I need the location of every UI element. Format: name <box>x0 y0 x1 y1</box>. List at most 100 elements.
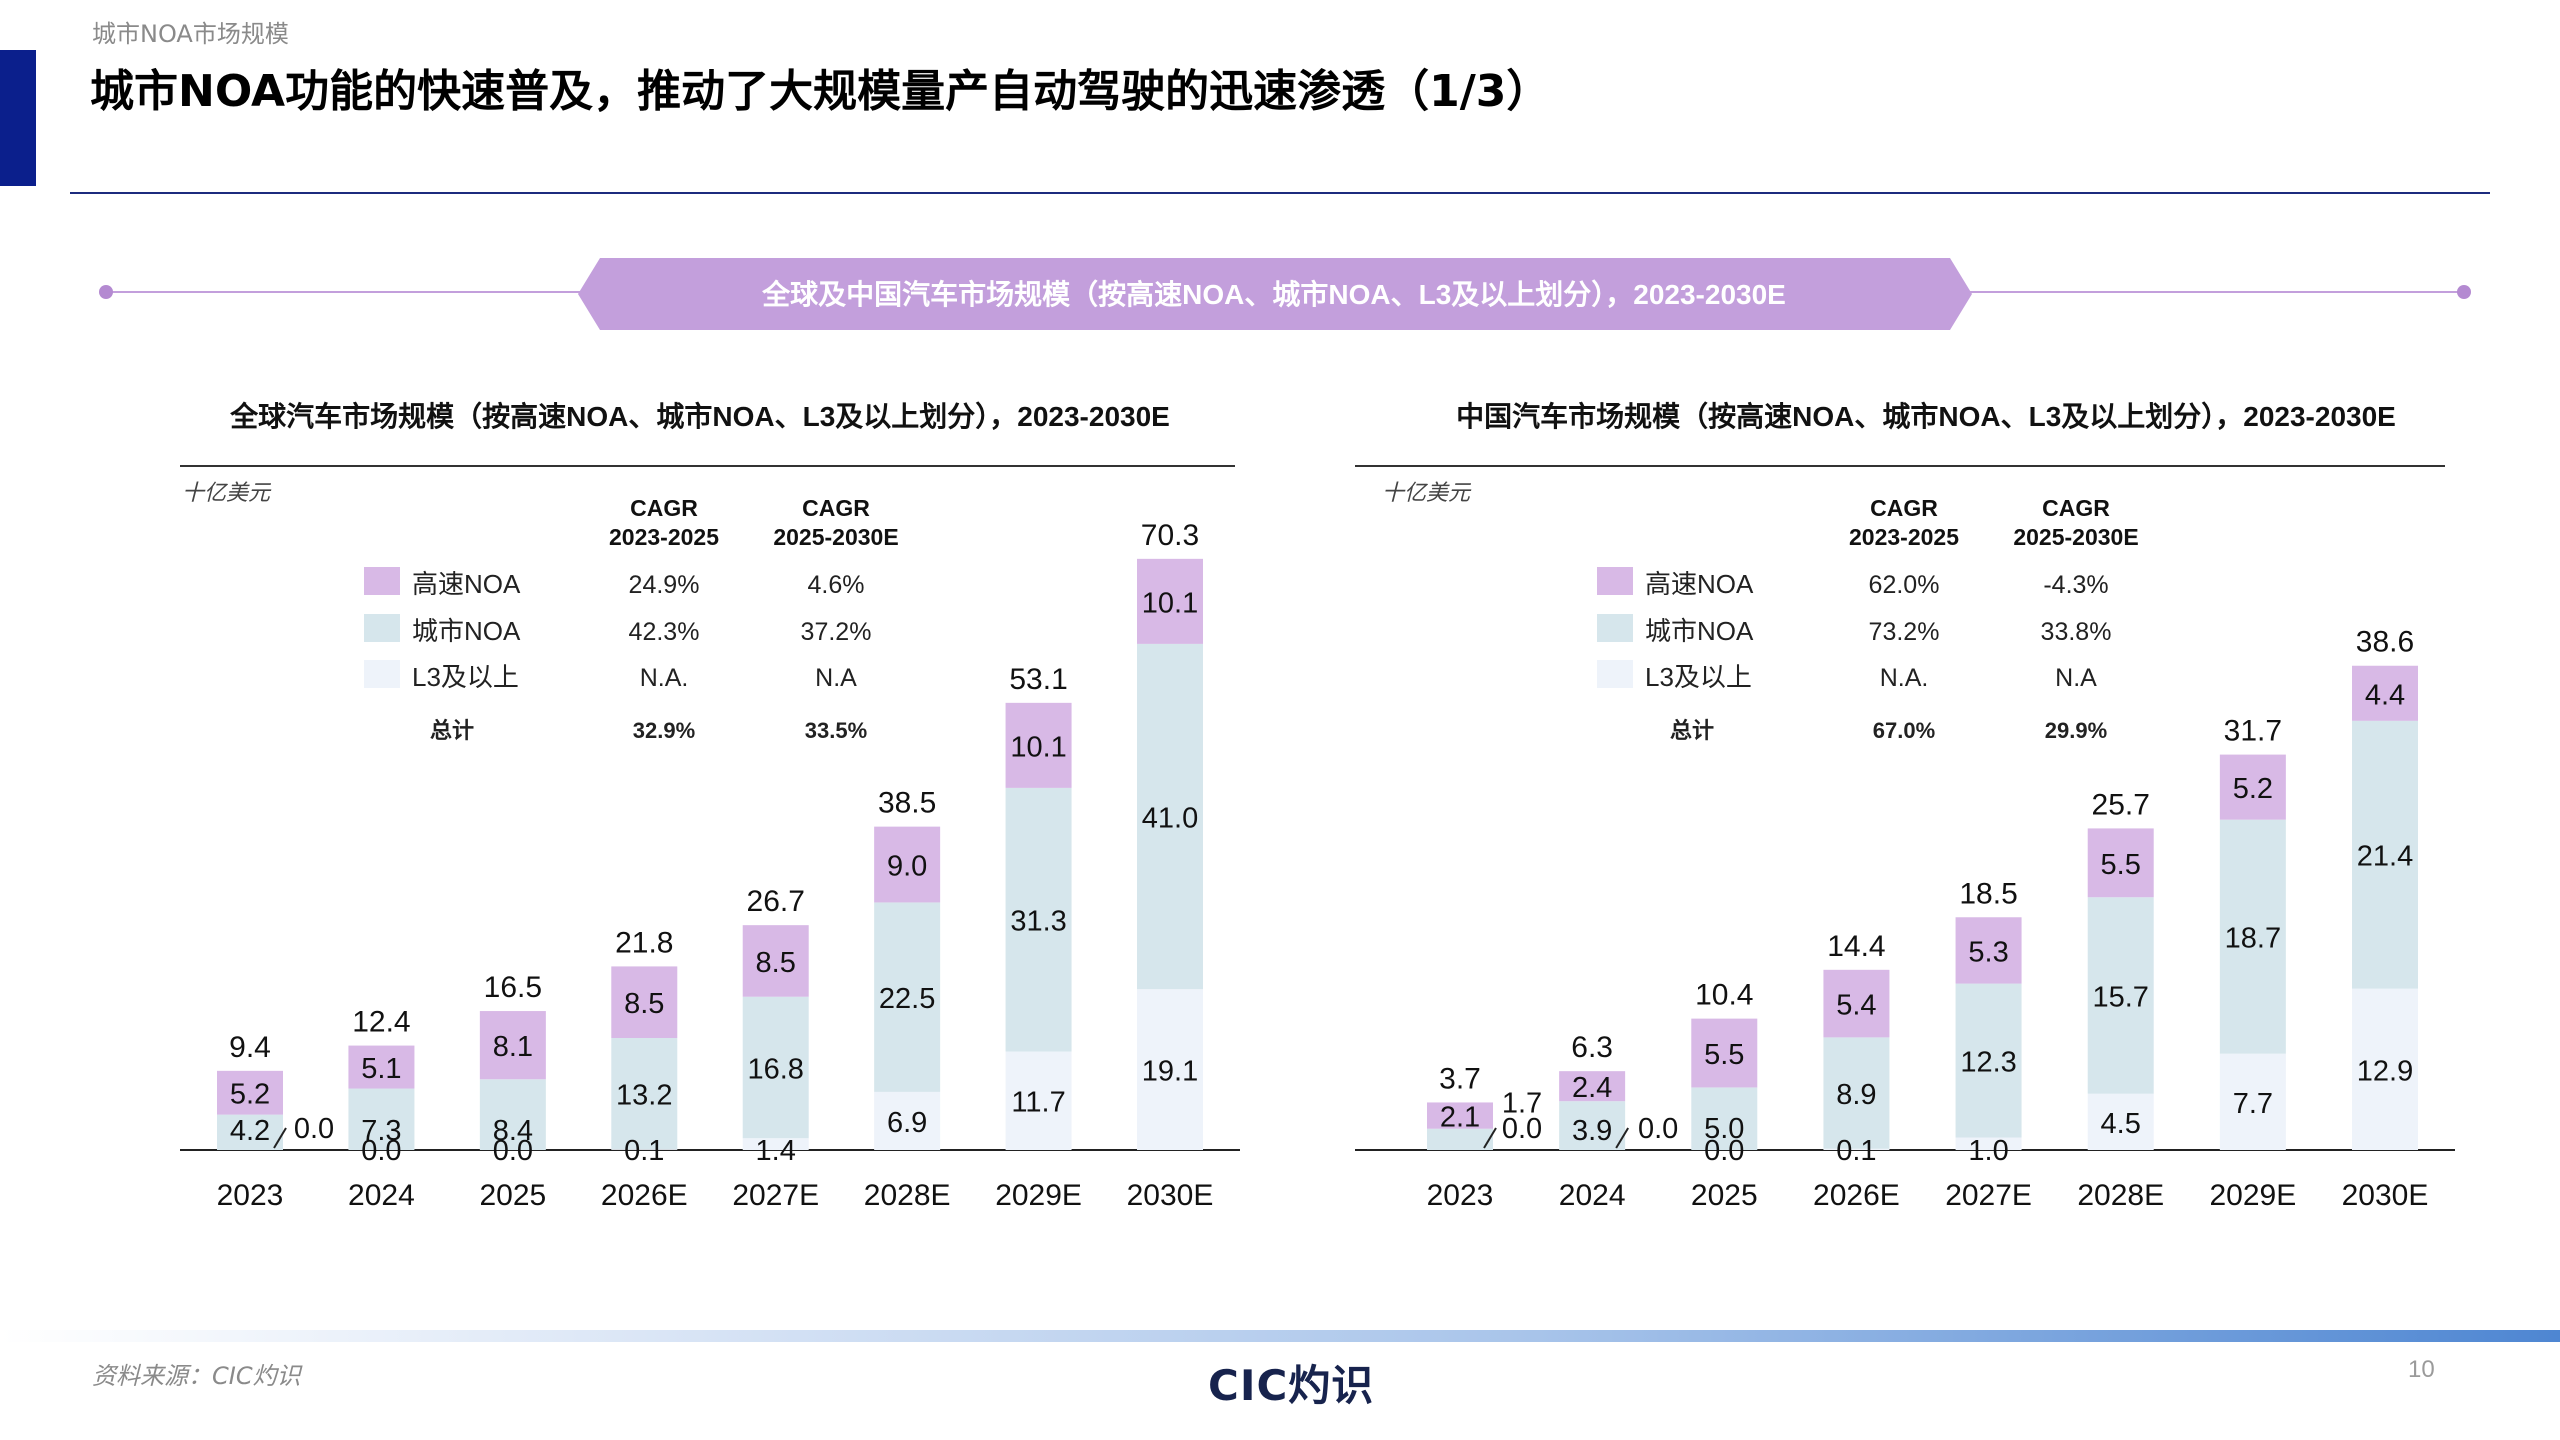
bar-l3-2026E <box>611 1149 678 1150</box>
bar-highway-2029E <box>2219 754 2286 820</box>
bar-l3-2029E <box>2219 1053 2286 1150</box>
bar-city-2028E <box>2087 897 2154 1094</box>
total-label: 12.4 <box>352 1006 410 1039</box>
segment-label-city: 41.0 <box>1142 803 1198 835</box>
banner-dot-right <box>2457 285 2471 299</box>
bar-city-2024 <box>348 1088 415 1150</box>
breadcrumb: 城市NOA市场规模 <box>92 20 289 48</box>
cagr-value: -4.3% <box>2043 571 2108 599</box>
bar-l3-2030E <box>1137 989 1203 1150</box>
x-tick-label: 2024 <box>348 1179 415 1212</box>
segment-label-city: 1.7 <box>1502 1088 1542 1120</box>
x-tick-label: 2028E <box>2077 1179 2164 1212</box>
segment-label-city: 8.9 <box>1836 1079 1876 1111</box>
segment-label-l3: 0.0 <box>1502 1113 1542 1145</box>
segment-label-l3: 19.1 <box>1142 1056 1198 1088</box>
segment-label-city: 21.4 <box>2357 841 2413 873</box>
legend-label-city: 城市NOA <box>412 616 521 646</box>
cagr-header-2-line2: 2025-2030E <box>773 524 898 550</box>
segment-label-city: 7.3 <box>361 1115 401 1147</box>
legend-label-highway: 高速NOA <box>1645 569 1754 599</box>
cagr-header-2-line1: CAGR <box>2042 495 2110 521</box>
segment-label-city: 5.0 <box>1704 1113 1744 1145</box>
cagr-row-label-total: 总计 <box>430 718 474 743</box>
segment-label-city: 13.2 <box>616 1080 672 1112</box>
segment-label-l3: 4.5 <box>2101 1108 2141 1140</box>
bar-highway-2027E <box>1955 917 2022 984</box>
bar-highway-2028E <box>874 826 941 903</box>
bar-city-2027E <box>1955 983 2022 1138</box>
segment-label-city: 3.9 <box>1572 1115 1612 1147</box>
bar-highway-2023 <box>217 1070 283 1115</box>
bar-l3-2028E <box>2087 1093 2154 1150</box>
segment-label-highway: 8.5 <box>756 947 796 979</box>
x-tick-label: 2030E <box>2342 1179 2429 1212</box>
total-label: 6.3 <box>1571 1031 1613 1064</box>
cagr-value: 67.0% <box>1873 718 1935 743</box>
bar-l3-2028E <box>874 1091 941 1150</box>
cagr-value: 33.5% <box>805 718 867 743</box>
x-tick-label: 2025 <box>1691 1179 1758 1212</box>
cagr-value: N.A. <box>640 664 689 692</box>
cagr-header-1-line1: CAGR <box>630 495 698 521</box>
x-tick-label: 2024 <box>1559 1179 1626 1212</box>
total-label: 38.6 <box>2356 626 2414 659</box>
bar-city-2023 <box>1427 1128 1493 1150</box>
total-label: 38.5 <box>878 787 936 820</box>
segment-label-highway: 5.3 <box>1968 936 2008 968</box>
total-label: 3.7 <box>1439 1062 1481 1095</box>
cagr-header-2-line2: 2025-2030E <box>2013 524 2138 550</box>
bar-highway-2027E <box>742 925 809 997</box>
legend-label-l3: L3及以上 <box>412 662 519 692</box>
segment-label-l3: 1.0 <box>1968 1135 2008 1167</box>
banner-dot-left <box>99 285 113 299</box>
x-tick-label: 2028E <box>864 1179 951 1212</box>
segment-label-city: 22.5 <box>879 983 935 1015</box>
segment-label-highway: 5.5 <box>2101 849 2141 881</box>
cagr-value: N.A <box>2055 664 2097 692</box>
unit-label: 十亿美元 <box>1382 480 1472 505</box>
x-tick-label: 2030E <box>1127 1179 1214 1212</box>
title-divider <box>70 192 2490 194</box>
cagr-value: 29.9% <box>2045 718 2107 743</box>
segment-label-city: 8.4 <box>493 1115 533 1147</box>
total-label: 70.3 <box>1141 519 1199 552</box>
segment-label-l3: 7.7 <box>2233 1088 2273 1120</box>
charts-root: 全球汽车市场规模（按高速NOA、城市NOA、L3及以上划分），2023-2030… <box>180 400 2455 1212</box>
page-number: 10 <box>2408 1356 2435 1383</box>
cagr-header-1-line2: 2023-2025 <box>1849 524 1959 550</box>
unit-label: 十亿美元 <box>182 480 272 505</box>
cagr-value: 73.2% <box>1869 618 1940 646</box>
leader-line <box>273 1127 287 1149</box>
total-label: 14.4 <box>1827 930 1885 963</box>
bar-city-2024 <box>1559 1101 1626 1150</box>
cagr-value: 33.8% <box>2041 618 2112 646</box>
bar-highway-2024 <box>348 1045 415 1089</box>
cagr-value: N.A <box>815 664 857 692</box>
chart-title: 全球汽车市场规模（按高速NOA、城市NOA、L3及以上划分），2023-2030… <box>229 400 1170 432</box>
segment-label-l3: 1.4 <box>756 1135 796 1167</box>
bar-l3-2030E <box>2352 988 2418 1150</box>
footer-gradient-bar <box>0 1330 2560 1342</box>
segment-label-l3: 0.1 <box>624 1135 664 1167</box>
total-label: 10.4 <box>1695 979 1753 1012</box>
bar-l3-2027E <box>742 1138 809 1150</box>
segment-label-l3: 0.0 <box>294 1113 334 1145</box>
bar-highway-2025 <box>1691 1018 1758 1088</box>
segment-label-l3: 0.0 <box>493 1135 533 1167</box>
bar-highway-2025 <box>479 1011 546 1080</box>
cagr-row-label-total: 总计 <box>1670 718 1714 743</box>
cagr-value: 37.2% <box>801 618 872 646</box>
total-label: 21.8 <box>615 926 673 959</box>
segment-label-highway: 4.4 <box>2365 679 2405 711</box>
bar-highway-2026E <box>1823 969 1890 1038</box>
chart-global: 全球汽车市场规模（按高速NOA、城市NOA、L3及以上划分），2023-2030… <box>180 400 1240 1212</box>
bar-highway-2030E <box>2352 665 2418 721</box>
leader-line <box>1615 1127 1630 1149</box>
bar-city-2023 <box>217 1114 283 1150</box>
footer-logo: CIC灼识 <box>1208 1361 1375 1410</box>
chart-canvas: 全球及中国汽车市场规模（按高速NOA、城市NOA、L3及以上划分），2023-2… <box>99 258 2471 1212</box>
leader-line <box>1483 1127 1497 1149</box>
bar-city-2028E <box>874 902 941 1092</box>
segment-label-highway: 10.1 <box>1142 587 1198 619</box>
